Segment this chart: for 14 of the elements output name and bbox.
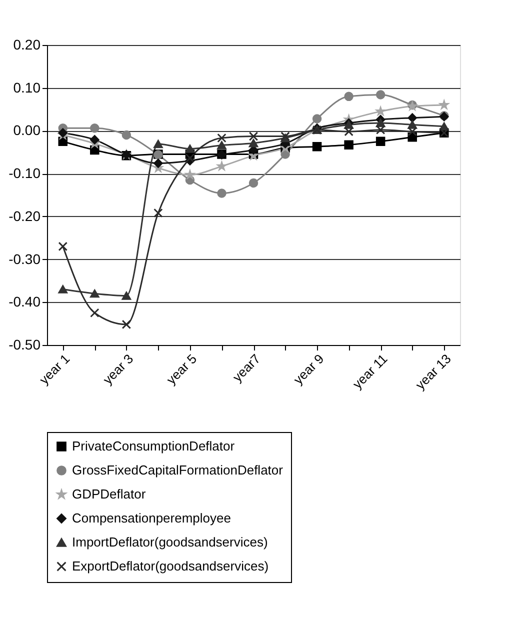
legend-label: GrossFixedCapitalFormationDeflator <box>72 462 284 478</box>
legend-label: GDPDeflator <box>72 486 146 502</box>
legend-label: PrivateConsumptionDeflator <box>72 438 236 454</box>
y-tick-label: -0.50 <box>8 336 41 352</box>
y-tick-label: 0.20 <box>13 36 41 52</box>
legend-label: ExportDeflator(goodsandservices) <box>72 558 269 574</box>
y-tick-label: 0.00 <box>13 122 41 138</box>
y-tick-label: -0.20 <box>8 208 41 224</box>
legend-label: ImportDeflator(goodsandservices) <box>72 534 268 550</box>
y-tick-label: -0.40 <box>8 294 41 310</box>
y-tick-label: 0.10 <box>13 79 41 96</box>
y-tick-label: -0.10 <box>8 165 41 182</box>
legend-label: Compensationperemployee <box>72 510 231 526</box>
y-tick-label: -0.30 <box>8 250 41 267</box>
